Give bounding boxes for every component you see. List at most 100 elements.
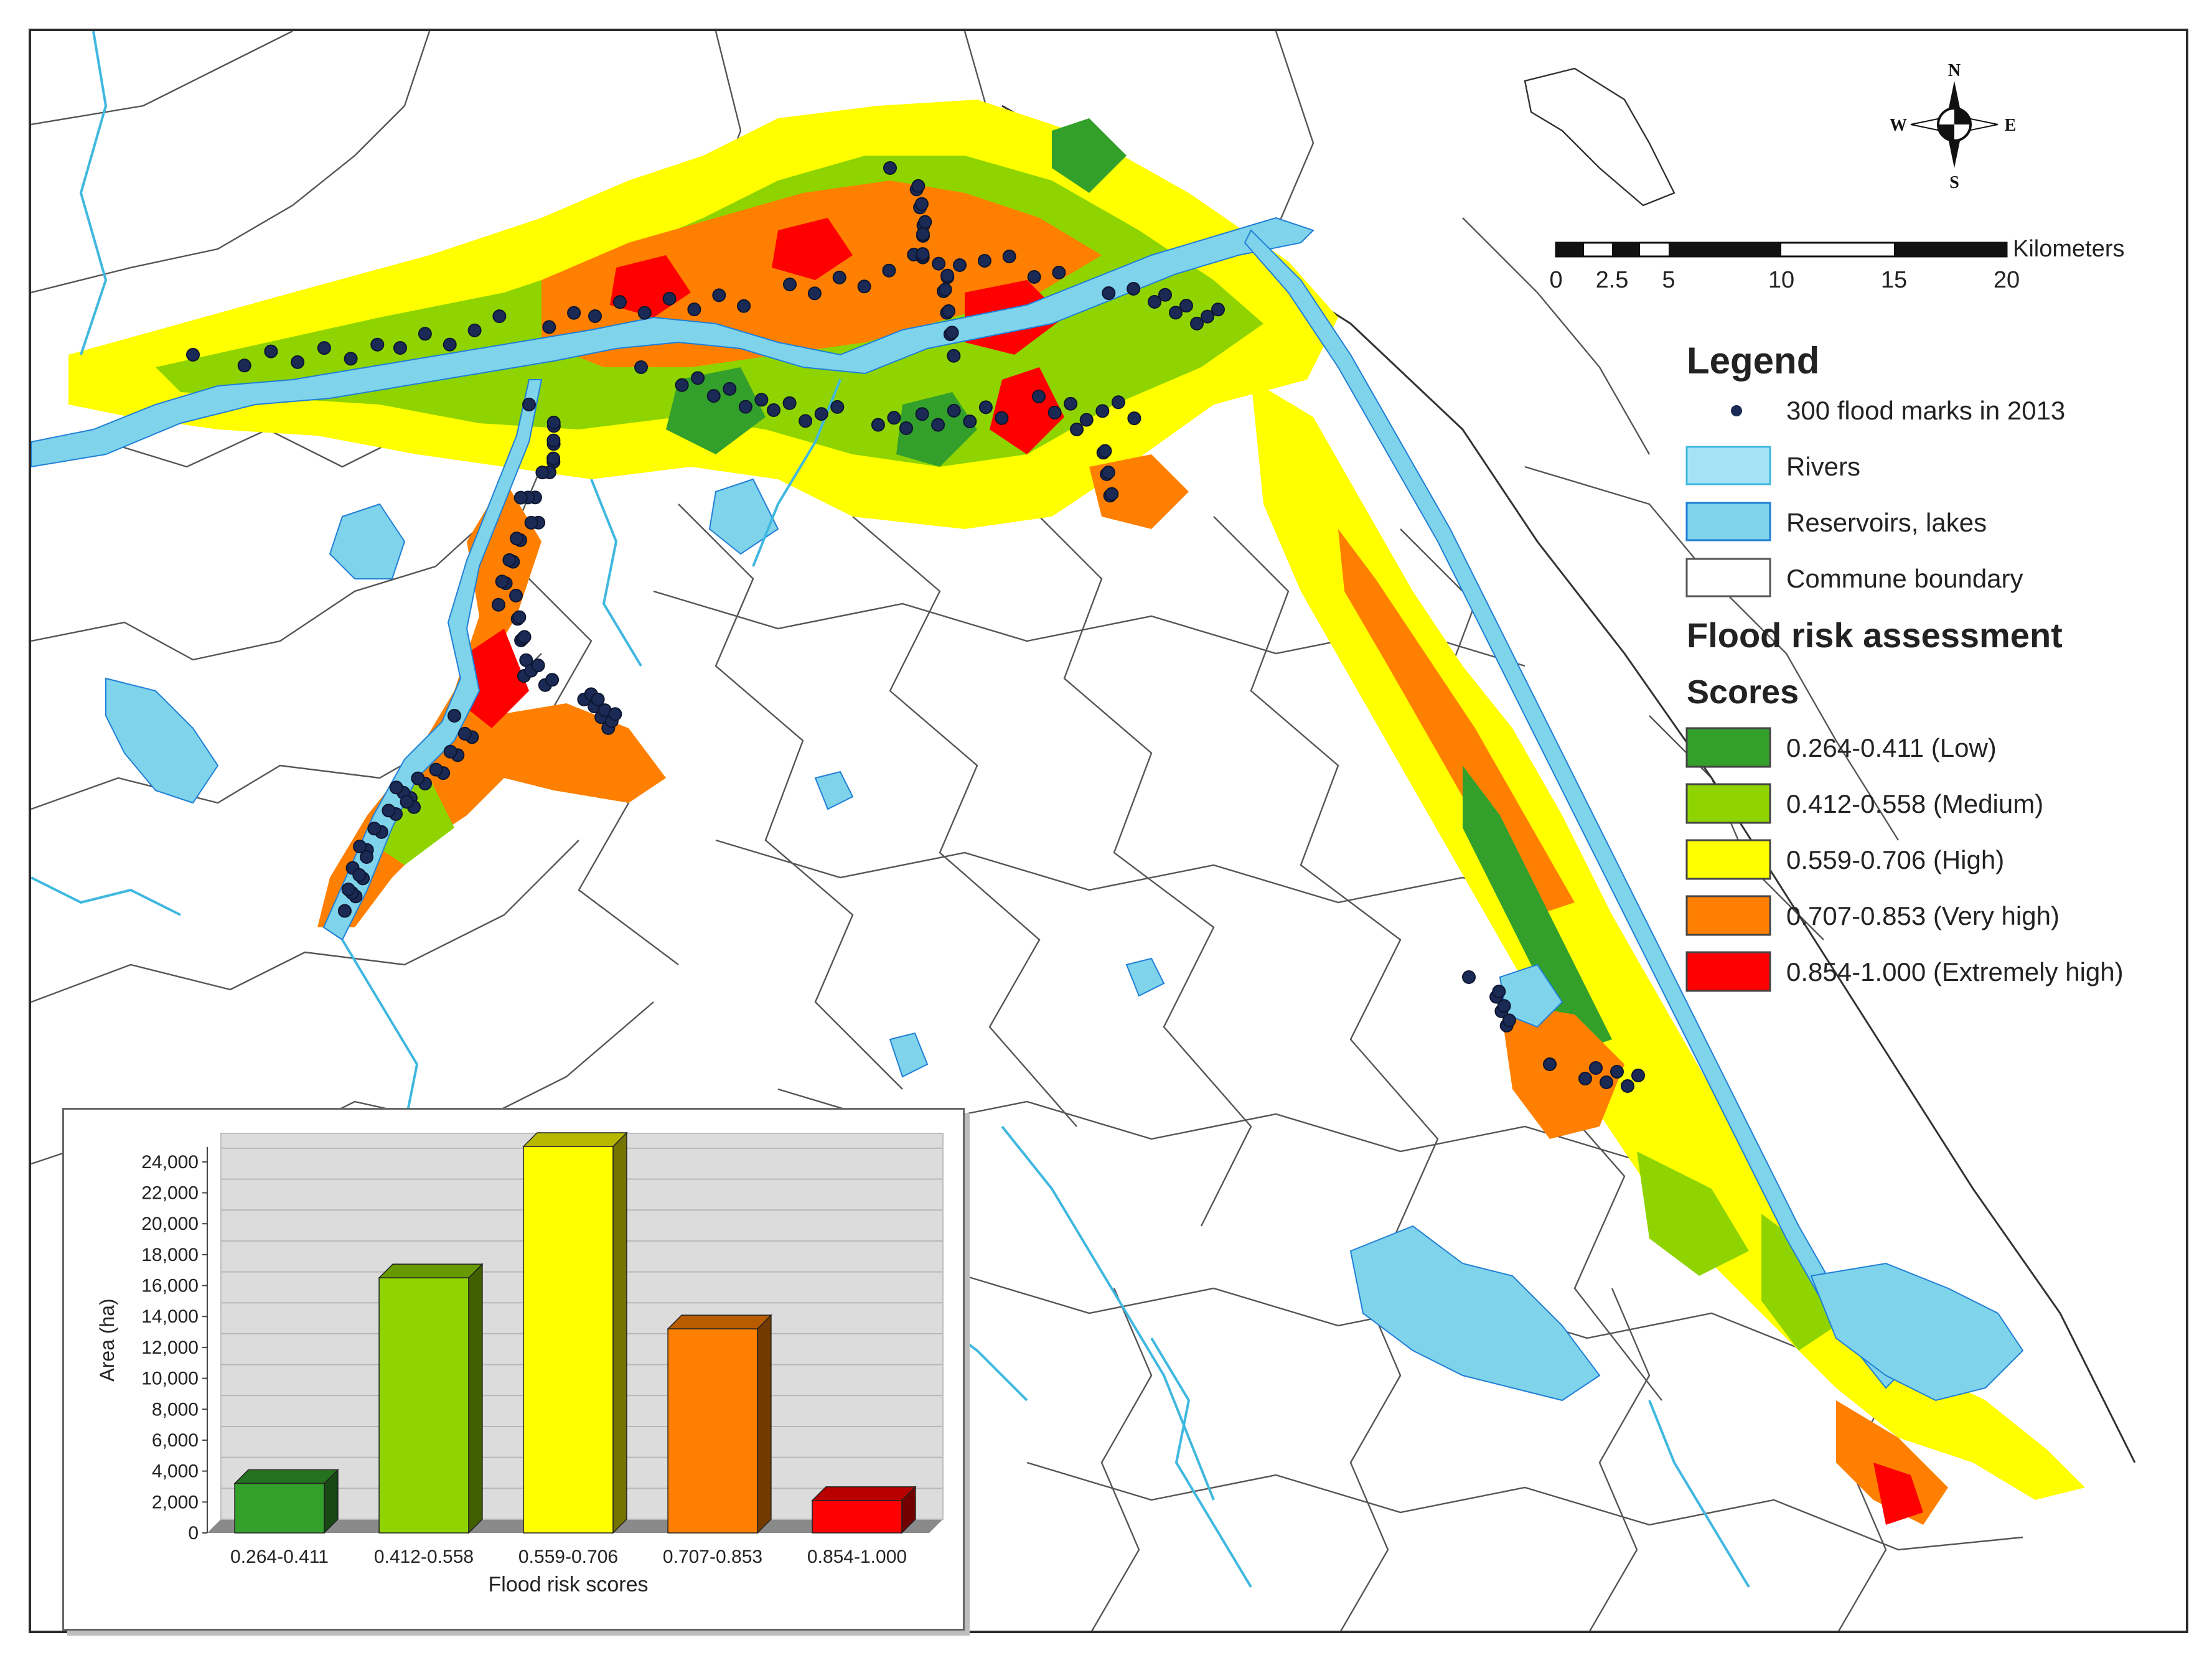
bar-top-0 [233,1469,339,1484]
flood-mark [737,299,751,313]
bar-0 [234,1483,325,1534]
flood-mark [546,433,561,447]
flood-mark [871,418,885,432]
x-tick-label: 0.264-0.411 [230,1547,329,1567]
flood-mark [738,400,752,414]
flood-mark [754,393,769,407]
flood-mark [370,337,385,352]
area-bar-chart: 0 2,000 4,000 6,000 8,000 10,000 12,000 14,000 1… [96,1131,944,1596]
flood-mark [1105,487,1119,501]
y-tick-label: 8,000 [152,1399,199,1420]
legend-reservoirs: Reservoirs, lakes [1786,508,1987,537]
flood-mark [1543,1057,1557,1071]
flood-mark [1497,999,1511,1013]
flood-mark [1201,309,1214,324]
flood-mark [978,400,993,415]
compass-s-label: S [1949,173,1959,192]
flood-mark [1179,299,1193,313]
flood-mark [938,283,952,297]
north-arrow: N S E W [1890,61,2016,192]
flood-mark [662,291,677,306]
flood-mark [899,421,913,435]
flood-mark [687,302,701,317]
flood-mark-icon [1731,405,1742,416]
flood-mark [1002,250,1016,263]
score-swatch-4 [1685,951,1771,992]
flood-mark [588,309,602,323]
flood-mark [947,403,961,418]
flood-mark [429,762,443,777]
score-swatch-1 [1685,783,1771,824]
flood-mark [911,179,926,193]
flood-mark [1111,395,1125,410]
flood-mark [542,320,556,334]
flood-mark [1102,286,1116,300]
flood-mark [723,382,737,396]
y-axis-title: Area (ha) [96,1298,118,1381]
flood-mark [782,396,797,410]
flood-mark [915,407,929,421]
score-swatch-3 [1685,895,1771,936]
flood-mark [1610,1065,1624,1079]
flood-mark [517,630,532,644]
score-label-2: 0.559-0.706 (High) [1786,845,2004,874]
flood-mark [1032,390,1046,403]
flood-mark [1127,282,1141,296]
x-tick-label: 0.559-0.706 [518,1547,618,1567]
flood-mark [706,389,721,403]
flood-marks [186,161,1645,1093]
flood-mark [1070,423,1084,436]
y-tick-label: 24,000 [141,1152,199,1173]
flood-mark [945,326,959,340]
flood-mark [1631,1069,1645,1082]
x-tick-label: 0.707-0.853 [663,1547,762,1567]
bar-top-3 [667,1314,772,1329]
y-tick-label: 14,000 [141,1306,199,1327]
flood-mark [918,215,932,229]
flood-mark [237,358,251,373]
flood-mark [963,415,977,429]
flood-mark [591,692,605,706]
flood-risk-map[interactable]: N S E W Kilometers 0 2.5 5 10 15 20 Lege… [31,31,2188,1633]
flood-mark [1064,396,1078,411]
flood-mark [1047,405,1062,419]
scale-tick-2: 5 [1662,267,1675,293]
flood-mark [1589,1061,1603,1075]
flood-mark [916,247,930,261]
legend-flood-marks: 300 flood marks in 2013 [1786,396,2065,425]
scale-tick-5: 20 [1994,267,2020,293]
flood-mark [612,295,627,309]
flood-mark [400,795,414,809]
flood-mark [1027,270,1041,284]
scale-bar: Kilometers 0 2.5 5 10 15 20 [1549,236,2124,293]
flood-mark [467,323,482,337]
flood-mark [367,822,382,836]
flood-mark [513,490,528,505]
scale-tick-3: 10 [1768,267,1794,293]
flood-mark [502,553,517,567]
legend-classes: 0.264-0.411 (Low) 0.412-0.558 (Medium) 0.5… [1685,727,2124,992]
flood-mark [546,415,561,429]
flood-mark [531,658,545,673]
flood-mark [977,254,991,268]
flood-mark [418,327,432,341]
flood-mark [637,306,652,320]
legend-title: Legend [1687,340,1819,382]
flood-mark [1098,444,1112,458]
flood-mark [942,304,956,318]
bar-top-1 [378,1263,484,1278]
flood-mark [509,589,523,602]
scale-tick-0: 0 [1549,267,1562,293]
flood-mark [457,726,472,741]
bar-top-2 [522,1132,628,1147]
y-tick-label: 12,000 [141,1337,199,1358]
flood-mark [341,883,355,897]
bar-side-2 [612,1131,627,1534]
x-tick-label: 0.854-1.000 [807,1547,907,1567]
x-axis-title: Flood risk scores [489,1573,649,1596]
flood-mark [1148,295,1161,309]
flood-mark [857,279,871,294]
flood-mark [512,610,527,624]
y-tick-label: 10,000 [141,1369,199,1389]
water-bodies [31,217,2024,1402]
